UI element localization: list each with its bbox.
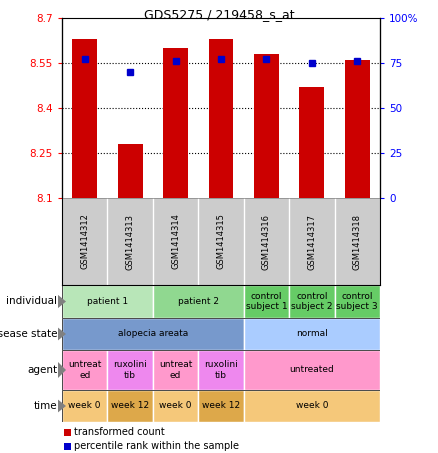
Text: GSM1414314: GSM1414314 bbox=[171, 213, 180, 270]
Text: ruxolini
tib: ruxolini tib bbox=[204, 360, 238, 380]
Bar bbox=[153, 285, 244, 318]
Text: week 12: week 12 bbox=[202, 401, 240, 410]
Text: week 0: week 0 bbox=[68, 401, 101, 410]
Text: week 0: week 0 bbox=[159, 401, 192, 410]
Bar bbox=[72, 39, 97, 198]
Bar bbox=[208, 39, 233, 198]
Bar bbox=[244, 318, 380, 350]
Text: week 12: week 12 bbox=[111, 401, 149, 410]
Text: individual: individual bbox=[6, 297, 57, 307]
Text: time: time bbox=[33, 401, 57, 411]
Bar bbox=[62, 285, 153, 318]
Bar bbox=[289, 285, 335, 318]
Bar bbox=[107, 350, 153, 390]
Text: untreat
ed: untreat ed bbox=[68, 360, 102, 380]
Text: agent: agent bbox=[27, 365, 57, 375]
Text: GSM1414313: GSM1414313 bbox=[126, 213, 134, 270]
Bar bbox=[244, 350, 380, 390]
Text: GDS5275 / 219458_s_at: GDS5275 / 219458_s_at bbox=[144, 8, 294, 21]
Text: untreat
ed: untreat ed bbox=[159, 360, 192, 380]
Text: normal: normal bbox=[296, 329, 328, 338]
Bar bbox=[244, 390, 380, 422]
Bar bbox=[62, 318, 244, 350]
Text: GSM1414315: GSM1414315 bbox=[216, 213, 226, 270]
Bar bbox=[118, 144, 143, 198]
Text: control
subject 1: control subject 1 bbox=[246, 292, 287, 311]
Bar bbox=[299, 87, 325, 198]
Bar bbox=[345, 60, 370, 198]
Text: control
subject 3: control subject 3 bbox=[336, 292, 378, 311]
Text: patient 1: patient 1 bbox=[87, 297, 128, 306]
Text: disease state: disease state bbox=[0, 329, 57, 339]
Bar bbox=[107, 390, 153, 422]
Text: patient 2: patient 2 bbox=[178, 297, 219, 306]
Text: percentile rank within the sample: percentile rank within the sample bbox=[74, 441, 239, 451]
Text: GSM1414318: GSM1414318 bbox=[353, 213, 362, 270]
Bar bbox=[163, 48, 188, 198]
Text: ruxolini
tib: ruxolini tib bbox=[113, 360, 147, 380]
Text: untreated: untreated bbox=[290, 366, 334, 375]
Bar bbox=[62, 350, 107, 390]
Text: transformed count: transformed count bbox=[74, 427, 165, 437]
Bar bbox=[153, 390, 198, 422]
Bar bbox=[62, 390, 107, 422]
Text: alopecia areata: alopecia areata bbox=[118, 329, 188, 338]
Text: GSM1414312: GSM1414312 bbox=[80, 213, 89, 270]
Text: GSM1414316: GSM1414316 bbox=[262, 213, 271, 270]
Text: control
subject 2: control subject 2 bbox=[291, 292, 332, 311]
Text: GSM1414317: GSM1414317 bbox=[307, 213, 316, 270]
Bar bbox=[153, 350, 198, 390]
Bar bbox=[198, 390, 244, 422]
Bar bbox=[198, 350, 244, 390]
Bar bbox=[244, 285, 289, 318]
Bar bbox=[254, 54, 279, 198]
Bar bbox=[335, 285, 380, 318]
Text: week 0: week 0 bbox=[296, 401, 328, 410]
